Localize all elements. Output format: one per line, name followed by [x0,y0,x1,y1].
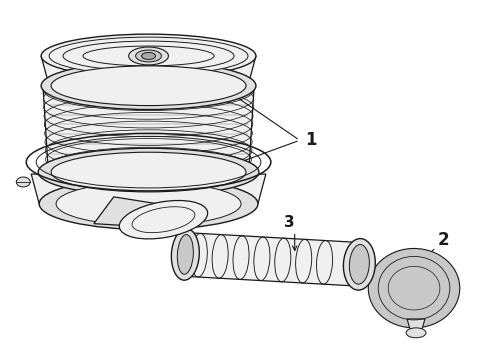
Ellipse shape [142,53,155,59]
Ellipse shape [41,62,256,109]
Polygon shape [41,56,256,86]
Ellipse shape [49,37,248,75]
Ellipse shape [172,229,199,280]
Ellipse shape [51,152,246,192]
Polygon shape [184,233,361,286]
Ellipse shape [368,248,460,328]
Polygon shape [234,90,254,168]
Polygon shape [31,174,266,204]
Ellipse shape [343,239,375,290]
Text: 3: 3 [284,215,295,230]
Ellipse shape [406,328,426,338]
Polygon shape [407,319,425,333]
Polygon shape [41,56,49,86]
Ellipse shape [16,177,30,187]
Polygon shape [94,197,196,230]
Ellipse shape [177,235,194,274]
Ellipse shape [136,50,162,62]
Ellipse shape [129,47,169,65]
Ellipse shape [38,148,259,196]
Ellipse shape [119,201,208,239]
Ellipse shape [83,46,214,66]
Ellipse shape [380,262,448,320]
Polygon shape [43,90,254,168]
Ellipse shape [56,182,241,226]
Ellipse shape [41,34,256,78]
Ellipse shape [349,244,369,284]
Ellipse shape [63,41,234,71]
Polygon shape [43,90,63,168]
Text: 2: 2 [438,230,450,248]
Text: 1: 1 [306,131,317,149]
Ellipse shape [51,66,246,105]
Ellipse shape [39,178,258,230]
